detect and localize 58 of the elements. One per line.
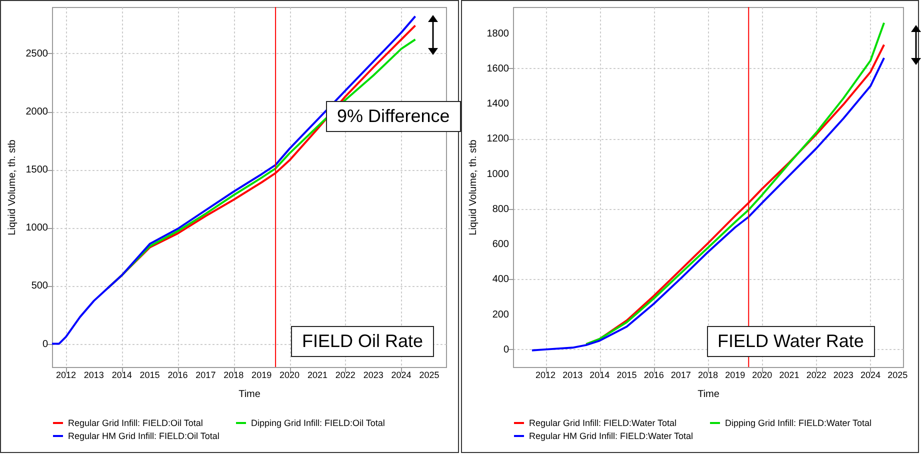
line-series	[530, 56, 885, 352]
annotation: FIELD Water Rate	[706, 326, 875, 357]
legend-label: Regular HM Grid Infill: FIELD:Water Total	[528, 431, 693, 441]
x-tick-label: 2025	[887, 370, 908, 380]
x-tick-label: 2016	[168, 370, 188, 380]
y-tick-label: 1600	[486, 63, 509, 74]
x-tick-label: 2013	[84, 370, 104, 380]
x-axis-title: Time	[238, 389, 261, 400]
x-tick-label: 2017	[670, 370, 690, 380]
x-tick-label: 2025	[419, 370, 440, 380]
x-tick-label: 2022	[335, 370, 356, 380]
x-tick-label: 2017	[196, 370, 216, 380]
legend-label: Regular HM Grid Infill: FIELD:Oil Total	[68, 431, 220, 441]
y-tick-label: 1000	[486, 168, 509, 180]
x-tick-label: 2019	[724, 370, 745, 380]
annotation: 9% Difference	[326, 101, 461, 132]
x-tick-label: 2023	[363, 370, 384, 380]
y-tick-label: 800	[492, 204, 509, 215]
y-tick-label: 1400	[486, 98, 509, 110]
x-tick-label: 2021	[778, 370, 799, 380]
x-axis-title: Time	[697, 389, 720, 400]
legend-label: Regular Grid Infill: FIELD:Water Total	[528, 418, 676, 428]
x-tick-label: 2023	[832, 370, 853, 380]
y-tick-label: 1000	[26, 222, 48, 234]
y-tick-label: 400	[492, 274, 509, 286]
y-tick-label: 1200	[486, 134, 509, 145]
x-tick-label: 2012	[56, 370, 76, 380]
x-tick-label: 2020	[752, 370, 772, 380]
y-tick-label: 600	[492, 239, 509, 250]
y-tick-label: 500	[31, 280, 48, 292]
x-tick-label: 2015	[140, 370, 160, 380]
x-tick-label: 2018	[697, 370, 718, 380]
y-tick-label: 2000	[26, 106, 48, 118]
x-tick-label: 2019	[252, 370, 272, 380]
x-tick-label: 2024	[860, 370, 880, 380]
y-axis-title: Liquid Volume, th. stb	[468, 139, 478, 236]
x-tick-label: 2013	[562, 370, 582, 380]
x-tick-label: 2021	[307, 370, 328, 380]
y-tick-label: 2500	[26, 48, 48, 60]
legend-label: Dipping Grid Infill: FIELD:Water Total	[724, 418, 872, 428]
x-tick-label: 2016	[643, 370, 664, 380]
y-tick-label: 0	[502, 344, 509, 356]
legend-label: Regular Grid Infill: FIELD:Oil Total	[68, 418, 203, 428]
legend-label: Dipping Grid Infill: FIELD:Oil Total	[251, 418, 385, 428]
x-tick-label: 2012	[534, 370, 556, 380]
y-axis-title: Liquid Volume, th. stb	[7, 139, 18, 236]
y-tick-label: 200	[492, 309, 509, 320]
y-tick-label: 1500	[26, 164, 48, 176]
x-tick-label: 2020	[280, 370, 300, 380]
x-tick-label: 2014	[589, 370, 610, 380]
x-tick-label: 2014	[112, 370, 132, 380]
x-tick-label: 2018	[224, 370, 244, 380]
y-tick-label: 1800	[486, 28, 509, 40]
y-tick-label: 0	[42, 338, 48, 350]
x-tick-label: 2015	[616, 370, 636, 380]
x-tick-label: 2024	[391, 370, 412, 380]
annotation: FIELD Oil Rate	[291, 326, 434, 357]
x-tick-label: 2022	[806, 370, 826, 380]
